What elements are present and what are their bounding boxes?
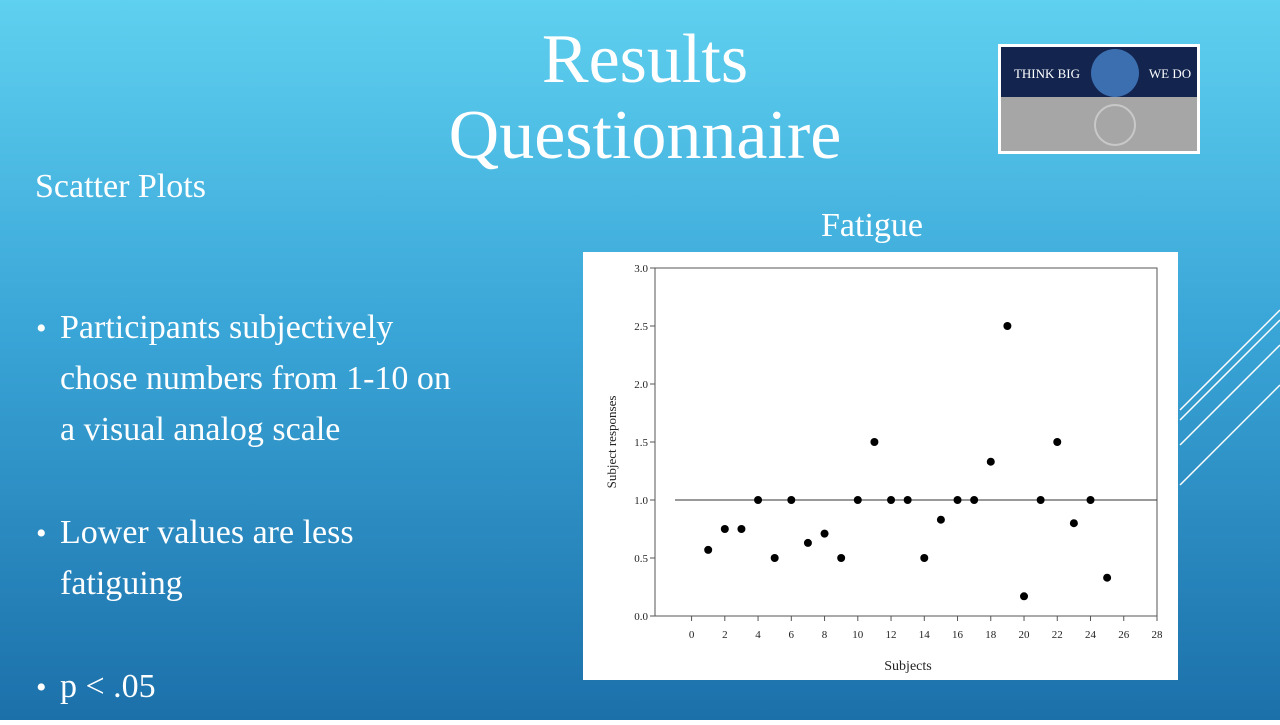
y-axis-label: Subject responses: [604, 396, 619, 489]
point: [1036, 496, 1045, 504]
point: [1020, 592, 1029, 601]
point: [936, 515, 945, 524]
bullet-dot: •: [36, 671, 47, 704]
point: [787, 496, 796, 504]
point: [1086, 496, 1095, 504]
logo-globe: [1091, 49, 1139, 97]
x-tick-label: 6: [789, 629, 795, 641]
x-tick-label: 16: [952, 629, 964, 641]
x-tick-label: 2: [722, 629, 728, 641]
point: [770, 554, 779, 562]
x-tick-label: 4: [755, 629, 761, 641]
logo-text: THINK BIG: [1014, 66, 1080, 81]
y-tick-label: 2.5: [634, 321, 648, 333]
x-tick-label: 24: [1085, 629, 1097, 641]
bullet-dot: •: [36, 517, 47, 550]
bullet-line: Lower values are less: [60, 514, 354, 551]
bullet-dot: •: [36, 312, 47, 345]
bullet-line: fatiguing: [60, 565, 183, 602]
point: [837, 554, 846, 562]
y-tick-label: 3.0: [634, 263, 648, 275]
point: [970, 496, 979, 504]
logo-seal: [1094, 104, 1136, 146]
x-tick-label: 12: [886, 629, 897, 641]
point: [853, 496, 862, 504]
point: [870, 438, 879, 446]
x-axis-label: Subjects: [884, 659, 931, 674]
point: [737, 525, 746, 533]
point: [903, 496, 912, 504]
bullet-line: a visual analog scale: [60, 411, 340, 448]
point: [986, 457, 995, 466]
x-tick-label: 26: [1118, 629, 1130, 641]
point: [803, 538, 812, 547]
x-tick-label: 0: [689, 629, 695, 641]
point: [720, 525, 729, 533]
bullet-line: chose numbers from 1-10 on: [60, 360, 451, 397]
y-tick-label: 0.0: [634, 611, 648, 623]
point: [754, 496, 763, 504]
chart-title: Fatigue: [821, 207, 923, 244]
point: [820, 529, 829, 538]
x-tick-label: 20: [1019, 629, 1031, 641]
logo-text: WE DO: [1149, 66, 1191, 81]
point: [704, 545, 713, 554]
x-tick-label: 8: [822, 629, 828, 641]
point: [1003, 322, 1012, 330]
x-tick-label: 10: [852, 629, 864, 641]
chart-panel: [583, 252, 1178, 680]
bullet-line: Participants subjectively: [60, 309, 393, 346]
point: [920, 554, 929, 562]
point: [1069, 519, 1078, 528]
title-line: Results: [542, 21, 748, 98]
y-tick-label: 0.5: [634, 553, 648, 565]
bullet-line: p < .05: [60, 668, 156, 705]
point: [1103, 573, 1112, 582]
y-tick-label: 1.0: [634, 495, 648, 507]
title-line: Questionnaire: [449, 97, 842, 174]
y-tick-label: 1.5: [634, 437, 648, 449]
point: [887, 496, 896, 504]
logo: THINK BIG WE DO: [998, 44, 1200, 154]
logo-bottom: [1001, 97, 1197, 151]
decor-lines: [1179, 309, 1280, 486]
x-tick-label: 22: [1052, 629, 1063, 641]
point: [953, 496, 962, 504]
point: [1053, 438, 1062, 446]
x-tick-label: 28: [1152, 629, 1164, 641]
y-tick-label: 2.0: [634, 379, 648, 391]
x-tick-label: 14: [919, 629, 931, 641]
subtitle: Scatter Plots: [35, 168, 206, 205]
x-tick-label: 18: [985, 629, 997, 641]
